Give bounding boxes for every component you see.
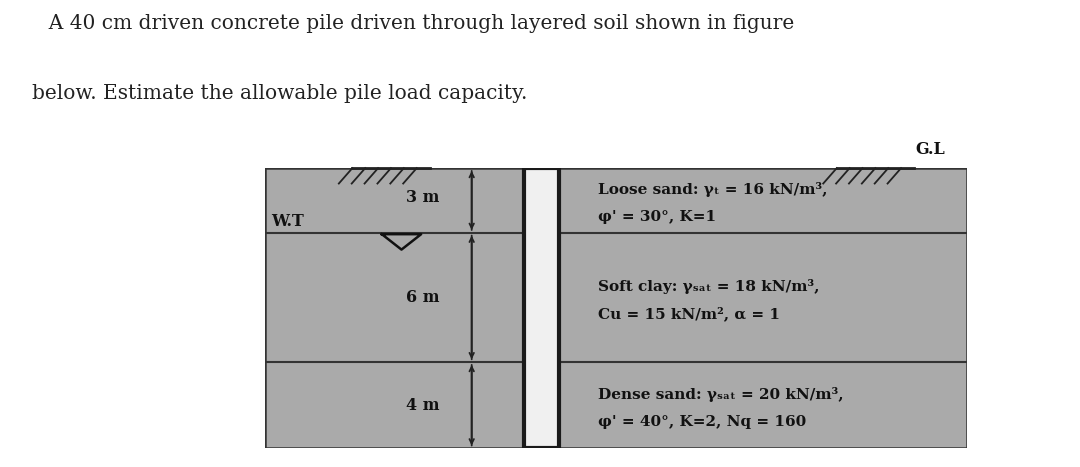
Text: below. Estimate the allowable pile load capacity.: below. Estimate the allowable pile load … xyxy=(32,84,528,103)
Text: φ' = 40°, K=2, Nq = 160: φ' = 40°, K=2, Nq = 160 xyxy=(598,415,807,429)
Text: 4 m: 4 m xyxy=(406,396,440,414)
Bar xyxy=(525,168,559,448)
Text: φ' = 30°, K=1: φ' = 30°, K=1 xyxy=(598,210,716,224)
Text: Soft clay: γₛₐₜ = 18 kN/m³,: Soft clay: γₛₐₜ = 18 kN/m³, xyxy=(598,279,820,294)
Text: 6 m: 6 m xyxy=(406,289,440,306)
Text: Loose sand: γₜ = 16 kN/m³,: Loose sand: γₜ = 16 kN/m³, xyxy=(598,182,827,197)
Text: Cu = 15 kN/m², α = 1: Cu = 15 kN/m², α = 1 xyxy=(598,307,780,322)
Text: G.L: G.L xyxy=(916,142,946,158)
Text: Dense sand: γₛₐₜ = 20 kN/m³,: Dense sand: γₛₐₜ = 20 kN/m³, xyxy=(598,387,843,402)
Text: A 40 cm driven concrete pile driven through layered soil shown in figure: A 40 cm driven concrete pile driven thro… xyxy=(32,14,795,33)
Text: 3 m: 3 m xyxy=(406,189,440,206)
Text: W.T: W.T xyxy=(272,213,305,230)
